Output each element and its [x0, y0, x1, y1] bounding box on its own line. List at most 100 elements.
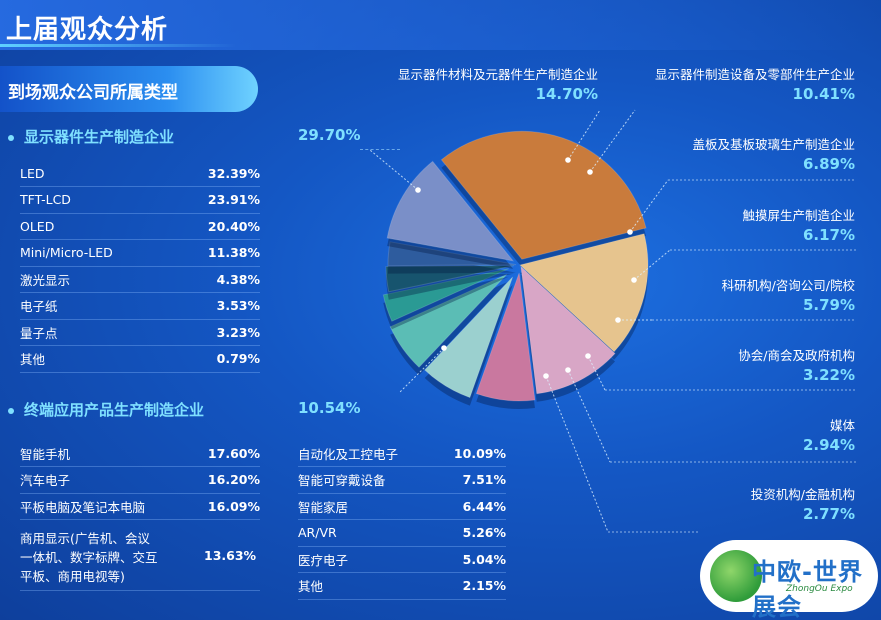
row-value: 16.09% — [207, 498, 260, 514]
pie-slice — [386, 160, 515, 262]
row-value: 6.44% — [462, 498, 506, 514]
section-title: 到场观众公司所属类型 — [8, 83, 178, 103]
logo-subtext: ZhongOu Expo — [786, 584, 853, 594]
leader-dot — [565, 367, 571, 373]
leader-line — [629, 179, 669, 233]
row-label: 平板电脑及笔记本电脑 — [20, 499, 146, 515]
row-value: 4.38% — [216, 271, 260, 287]
label-touch: 触摸屏生产制造企业 6.17% — [742, 208, 855, 244]
row-label: 智能家居 — [298, 499, 349, 515]
leader-dot — [441, 345, 447, 351]
pie-slice — [475, 272, 536, 402]
leader-dot — [565, 157, 571, 163]
row-label: OLED — [20, 218, 55, 234]
table-row: 汽车电子 16.20% — [20, 467, 260, 494]
pie-slice — [382, 268, 509, 322]
row-label: 智能可穿戴设备 — [298, 473, 386, 488]
row-label: LED — [20, 165, 45, 181]
row-label: AR/VR — [298, 525, 337, 540]
display-group-name: 显示器件生产制造企业 — [24, 128, 175, 146]
row-label: 其他 — [20, 352, 46, 367]
label-media: 媒体 2.94% — [802, 418, 855, 454]
bullet-icon — [8, 134, 14, 141]
row-label: 汽车电子 — [20, 473, 71, 488]
label-equipment: 显示器件制造设备及零部件生产企业 10.41% — [654, 67, 855, 103]
row-label: 自动化及工控电子 — [298, 446, 399, 462]
leader-dot — [585, 353, 591, 359]
terminal-group-total: 10.54% — [298, 399, 361, 417]
row-value: 2.15% — [462, 578, 506, 593]
pie-slice — [518, 233, 649, 353]
table-row: TFT-LCD 23.91% — [20, 187, 260, 214]
page-title: 上届观众分析 — [6, 15, 169, 45]
display-group-leader-line — [360, 149, 400, 150]
terminal-group-name: 终端应用产品生产制造企业 — [24, 401, 205, 419]
commercial-display-value: 13.63% — [204, 548, 257, 563]
row-label: 量子点 — [20, 325, 58, 341]
leader-dot — [627, 229, 633, 235]
row-value: 0.79% — [216, 351, 260, 366]
pie-slice — [385, 265, 515, 293]
row-label: TFT-LCD — [20, 192, 71, 207]
title-underline — [0, 44, 236, 47]
table-row: 电子纸 3.53% — [20, 293, 260, 320]
table-row: 量子点 3.23% — [20, 319, 260, 346]
expo-logo: 中欧-世界展会 ZhongOu Expo — [700, 540, 878, 620]
row-value: 5.04% — [462, 551, 506, 567]
table-row: Mini/Micro-LED 11.38% — [20, 240, 260, 267]
commercial-display-label: 商用显示(广告机、会议 一体机、数字标牌、交互 平板、商用电视等) — [20, 529, 210, 586]
section-pill — [0, 66, 258, 112]
leader-line — [369, 149, 419, 191]
table-row: 智能可穿戴设备 7.51% — [298, 467, 506, 494]
commercial-line-1: 商用显示(广告机、会议 — [20, 531, 150, 546]
globe-icon — [710, 550, 762, 602]
label-investment: 投资机构/金融机构 2.77% — [750, 487, 855, 523]
pie-slice-shadow — [383, 276, 509, 330]
display-group-heading: 显示器件生产制造企业 — [8, 126, 174, 147]
table-row: 其他 0.79% — [20, 346, 260, 373]
commercial-row-divider — [20, 590, 260, 591]
commercial-line-2: 一体机、数字标牌、交互 — [20, 550, 158, 565]
table-row: OLED 20.40% — [20, 213, 260, 240]
table-row: AR/VR 5.26% — [298, 520, 506, 547]
row-value: 32.39% — [207, 165, 260, 181]
row-label: Mini/Micro-LED — [20, 245, 113, 260]
row-label: 其他 — [298, 579, 324, 594]
commercial-line-3: 平板、商用电视等) — [20, 569, 125, 584]
row-value: 3.23% — [216, 324, 260, 340]
leader-dot — [615, 317, 621, 323]
leader-dot — [543, 373, 549, 379]
table-row: 医疗电子 5.04% — [298, 546, 506, 573]
terminal-group-heading: 终端应用产品生产制造企业 — [8, 399, 204, 420]
row-value: 5.26% — [462, 525, 506, 540]
row-value: 7.51% — [462, 472, 506, 487]
pie-slice — [440, 130, 647, 260]
table-row: 其他 2.15% — [298, 573, 506, 600]
table-row: 激光显示 4.38% — [20, 266, 260, 293]
row-value: 20.40% — [207, 218, 260, 234]
pie-slice — [389, 273, 508, 368]
bullet-icon — [8, 407, 14, 414]
leader-line — [567, 109, 601, 161]
table-row: 智能手机 17.60% — [20, 440, 260, 467]
row-label: 医疗电子 — [298, 552, 349, 568]
row-label: 电子纸 — [20, 299, 58, 314]
leader-line — [589, 109, 636, 173]
leader-line — [545, 375, 609, 533]
row-value: 10.09% — [453, 445, 506, 461]
leader-dot — [587, 169, 593, 175]
table-row: 智能家居 6.44% — [298, 493, 506, 520]
label-glass: 盖板及基板玻璃生产制造企业 6.89% — [692, 137, 855, 173]
pie-slice — [387, 241, 517, 267]
table-row: 平板电脑及笔记本电脑 16.09% — [20, 493, 260, 520]
pie-slice — [520, 265, 616, 395]
row-value: 17.60% — [207, 445, 260, 461]
leader-dot — [415, 187, 421, 193]
row-label: 智能手机 — [20, 446, 71, 462]
display-group-total: 29.70% — [298, 126, 361, 144]
row-value: 23.91% — [207, 192, 260, 207]
row-label: 激光显示 — [20, 272, 71, 288]
table-row: 自动化及工控电子 10.09% — [298, 440, 506, 467]
row-value: 3.53% — [216, 298, 260, 313]
